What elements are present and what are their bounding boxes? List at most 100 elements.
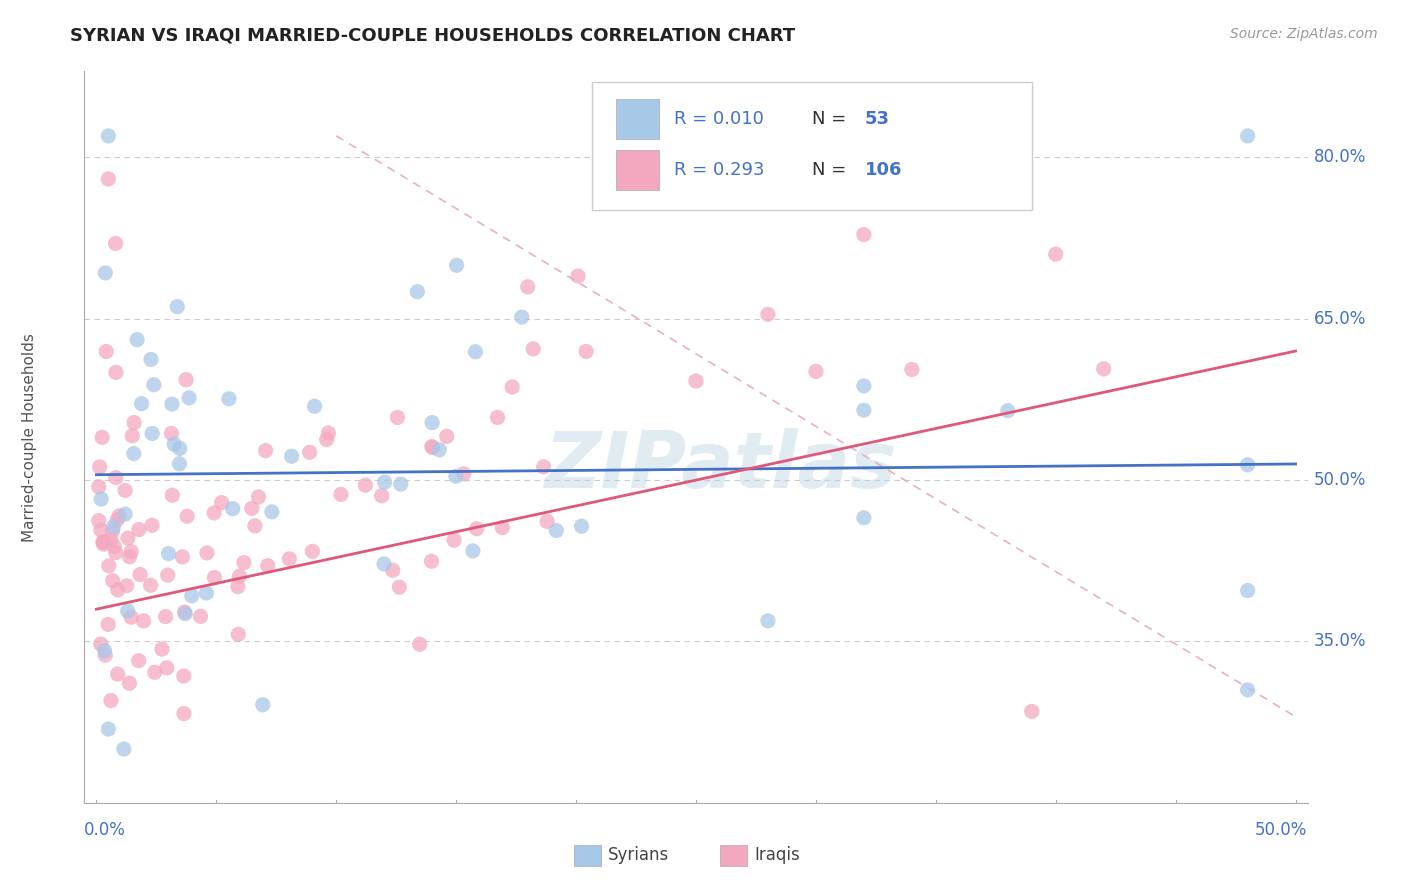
Syrians bbox=[406, 285, 429, 299]
Iraqis bbox=[162, 488, 184, 502]
Text: N =: N = bbox=[813, 110, 852, 128]
Iraqis bbox=[536, 515, 558, 529]
Syrians bbox=[1236, 682, 1258, 697]
Syrians bbox=[141, 426, 163, 441]
Iraqis bbox=[87, 480, 110, 494]
Iraqis bbox=[202, 506, 225, 520]
Text: 106: 106 bbox=[865, 161, 903, 179]
Iraqis bbox=[567, 268, 589, 283]
Iraqis bbox=[852, 227, 875, 242]
Iraqis bbox=[128, 654, 150, 668]
Syrians bbox=[90, 491, 112, 506]
Iraqis bbox=[465, 522, 488, 536]
Iraqis bbox=[90, 637, 112, 651]
Iraqis bbox=[516, 280, 538, 294]
Iraqis bbox=[226, 627, 249, 641]
Iraqis bbox=[90, 523, 112, 537]
Iraqis bbox=[190, 609, 212, 624]
Iraqis bbox=[115, 579, 138, 593]
Iraqis bbox=[370, 489, 392, 503]
Syrians bbox=[112, 742, 135, 756]
Iraqis bbox=[156, 568, 179, 582]
Syrians bbox=[93, 643, 115, 657]
Iraqis bbox=[278, 551, 301, 566]
Iraqis bbox=[117, 531, 139, 545]
Iraqis bbox=[420, 554, 443, 568]
Syrians bbox=[1236, 583, 1258, 598]
Syrians bbox=[756, 614, 779, 628]
Text: Iraqis: Iraqis bbox=[755, 847, 800, 864]
Iraqis bbox=[104, 365, 127, 379]
Iraqis bbox=[87, 514, 110, 528]
Iraqis bbox=[120, 610, 142, 624]
Syrians bbox=[510, 310, 533, 325]
Syrians bbox=[1236, 458, 1258, 472]
Iraqis bbox=[141, 518, 163, 533]
Iraqis bbox=[108, 508, 131, 523]
Iraqis bbox=[105, 513, 128, 527]
Iraqis bbox=[114, 483, 136, 498]
Syrians bbox=[374, 475, 396, 490]
Syrians bbox=[174, 607, 197, 621]
Syrians bbox=[127, 333, 149, 347]
Text: 50.0%: 50.0% bbox=[1256, 821, 1308, 839]
Syrians bbox=[139, 352, 162, 367]
Syrians bbox=[373, 557, 395, 571]
Iraqis bbox=[204, 570, 226, 584]
Iraqis bbox=[91, 430, 114, 444]
Syrians bbox=[180, 589, 202, 603]
Iraqis bbox=[243, 518, 266, 533]
Iraqis bbox=[118, 549, 141, 564]
Syrians bbox=[464, 344, 486, 359]
Iraqis bbox=[486, 410, 509, 425]
Iraqis bbox=[422, 441, 444, 455]
Iraqis bbox=[443, 533, 465, 548]
Iraqis bbox=[329, 487, 352, 501]
Iraqis bbox=[228, 569, 250, 583]
Iraqis bbox=[122, 416, 145, 430]
Syrians bbox=[114, 507, 136, 521]
Syrians bbox=[163, 437, 186, 451]
Iraqis bbox=[174, 373, 197, 387]
Iraqis bbox=[97, 617, 120, 632]
Text: Source: ZipAtlas.com: Source: ZipAtlas.com bbox=[1230, 27, 1378, 41]
Iraqis bbox=[139, 578, 162, 592]
Iraqis bbox=[804, 364, 827, 378]
Iraqis bbox=[93, 534, 115, 549]
Iraqis bbox=[195, 546, 218, 560]
Syrians bbox=[157, 547, 180, 561]
Iraqis bbox=[453, 467, 475, 481]
Syrians bbox=[260, 505, 283, 519]
Syrians bbox=[461, 544, 484, 558]
Iraqis bbox=[226, 580, 249, 594]
Text: SYRIAN VS IRAQI MARRIED-COUPLE HOUSEHOLDS CORRELATION CHART: SYRIAN VS IRAQI MARRIED-COUPLE HOUSEHOLD… bbox=[70, 27, 796, 45]
Syrians bbox=[169, 442, 191, 456]
FancyBboxPatch shape bbox=[720, 846, 748, 866]
Iraqis bbox=[128, 523, 150, 537]
Iraqis bbox=[420, 440, 443, 454]
Text: R = 0.010: R = 0.010 bbox=[673, 110, 763, 128]
Syrians bbox=[546, 524, 568, 538]
Text: 65.0%: 65.0% bbox=[1313, 310, 1367, 327]
Iraqis bbox=[89, 459, 111, 474]
Iraqis bbox=[381, 563, 404, 577]
Iraqis bbox=[575, 344, 598, 359]
Iraqis bbox=[211, 495, 233, 509]
Iraqis bbox=[388, 580, 411, 594]
Iraqis bbox=[121, 429, 143, 443]
Iraqis bbox=[173, 706, 195, 721]
Syrians bbox=[304, 399, 326, 413]
Syrians bbox=[177, 391, 200, 405]
Syrians bbox=[1236, 128, 1258, 143]
Iraqis bbox=[522, 342, 544, 356]
Text: 50.0%: 50.0% bbox=[1313, 471, 1367, 489]
Iraqis bbox=[254, 443, 277, 458]
Iraqis bbox=[301, 544, 323, 558]
Iraqis bbox=[120, 544, 142, 558]
Text: ZIPatlas: ZIPatlas bbox=[544, 428, 897, 504]
Iraqis bbox=[107, 667, 129, 681]
Iraqis bbox=[387, 410, 409, 425]
Iraqis bbox=[173, 605, 195, 619]
Text: R = 0.293: R = 0.293 bbox=[673, 161, 765, 179]
Iraqis bbox=[176, 509, 198, 524]
